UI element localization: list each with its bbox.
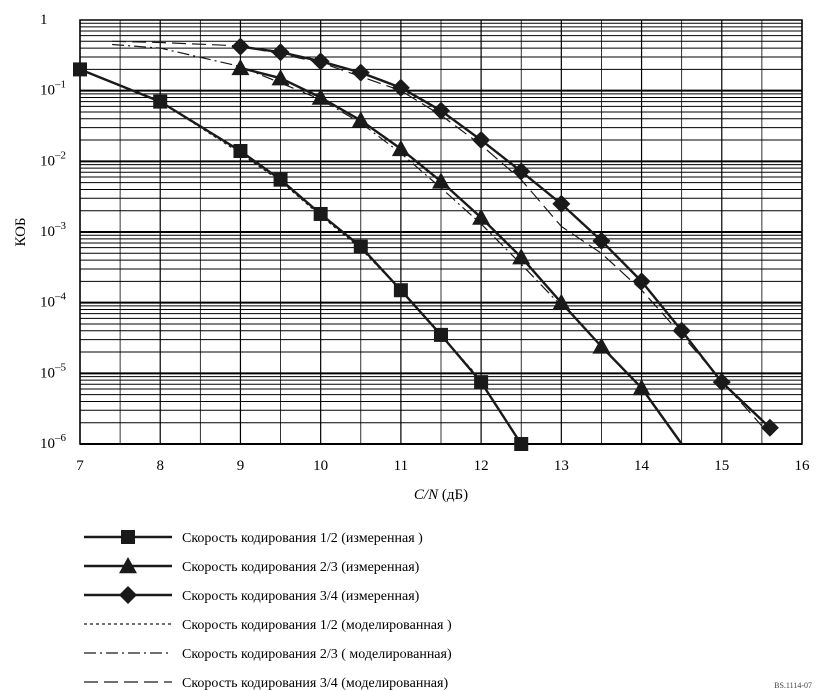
marker-diamond: [632, 272, 651, 291]
marker-square: [434, 327, 448, 342]
marker-diamond: [712, 373, 731, 392]
y-tick-label: 10–6: [40, 432, 67, 452]
x-tick-label: 8: [156, 458, 164, 474]
x-tick-label: 10: [313, 458, 328, 474]
x-tick-label: 11: [394, 458, 408, 474]
marker-diamond: [760, 418, 779, 437]
y-tick-label: 10–4: [40, 291, 67, 311]
legend-label: Скорость кодирования 3/4 (моделированная…: [182, 676, 448, 691]
marker-triangle: [391, 139, 410, 157]
marker-diamond: [231, 37, 250, 56]
marker-square: [153, 94, 168, 109]
marker-diamond: [552, 194, 571, 213]
marker-diamond: [271, 43, 290, 62]
marker-triangle: [432, 172, 450, 189]
figure-reference: BS.1114-07: [774, 681, 812, 690]
marker-diamond: [391, 78, 410, 97]
series-line: [79, 68, 523, 445]
marker-square: [273, 172, 288, 187]
legend-label: Скорость кодирования 1/2 (измеренная ): [182, 531, 423, 546]
legend-label: Скорость кодирования 2/3 (измеренная): [182, 560, 420, 575]
series-line: [112, 40, 763, 427]
marker-triangle: [472, 208, 491, 225]
y-axis-title: КОБ: [13, 217, 29, 246]
x-tick-label: 16: [795, 458, 811, 474]
marker-triangle: [231, 58, 250, 76]
y-tick-label: 10–5: [40, 361, 67, 381]
y-tick-label: 10–2: [40, 149, 66, 169]
x-tick-label: 9: [237, 458, 245, 474]
marker-triangle: [632, 379, 651, 396]
marker-diamond: [472, 131, 491, 150]
marker-square: [73, 62, 87, 77]
plot-frame: [79, 19, 803, 445]
y-tick-label: 10–3: [40, 220, 67, 240]
marker-square: [233, 144, 248, 159]
x-tick-label: 7: [76, 458, 84, 474]
marker-diamond: [432, 101, 450, 120]
marker-group: [73, 37, 779, 451]
marker-diamond: [351, 63, 370, 82]
x-tick-label: 12: [474, 458, 489, 474]
marker-diamond: [672, 321, 691, 340]
x-axis-ticks: 7 8 9 10 11 12 13 14 15 16: [76, 458, 810, 474]
legend-label: Скорость кодирования 3/4 (измеренная): [182, 589, 420, 604]
x-tick-label: 14: [634, 458, 650, 474]
x-axis-title: C/N (дБ): [414, 487, 468, 503]
legend: Скорость кодирования 1/2 (измеренная ) Ск…: [84, 530, 452, 691]
y-tick-label: 1: [40, 12, 48, 28]
marker-triangle: [271, 69, 290, 86]
legend-label: Скорость кодирования 1/2 (моделированная…: [182, 618, 452, 633]
series-line: [112, 43, 562, 307]
marker-triangle: [119, 557, 137, 574]
x-tick-label: 15: [714, 458, 729, 474]
marker-diamond: [311, 52, 330, 71]
marker-square: [121, 530, 135, 544]
y-tick-label: 10–1: [40, 79, 66, 99]
marker-triangle: [351, 111, 370, 128]
marker-triangle: [592, 337, 611, 354]
marker-square: [514, 437, 529, 451]
marker-diamond: [119, 586, 137, 604]
marker-triangle: [311, 88, 330, 105]
marker-square: [353, 239, 368, 254]
y-axis-ticks: 1 10–1 10–2 10–3 10–4 10–5 10–6: [40, 12, 67, 452]
marker-square: [474, 375, 489, 390]
legend-label: Скорость кодирования 2/3 ( моделированна…: [182, 647, 452, 662]
x-tick-label: 13: [554, 458, 569, 474]
marker-triangle: [512, 248, 531, 265]
marker-square: [313, 206, 328, 221]
marker-diamond: [592, 231, 611, 250]
marker-square: [393, 283, 408, 298]
marker-triangle: [552, 293, 571, 310]
grid: [79, 20, 803, 445]
marker-diamond: [512, 162, 531, 181]
